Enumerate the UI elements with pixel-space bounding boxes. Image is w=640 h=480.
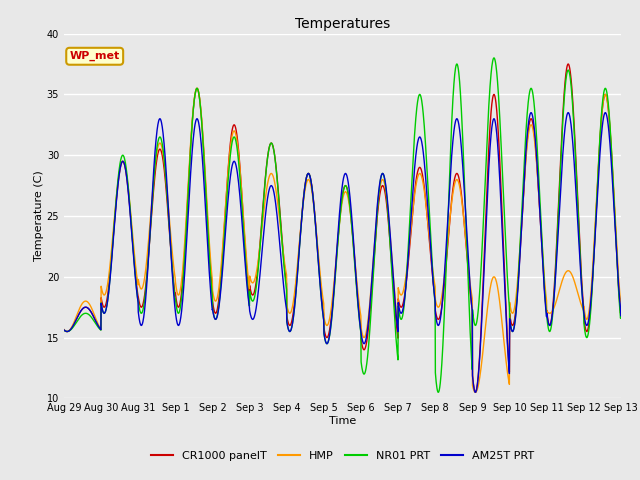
HMP bbox=[216, 280, 223, 286]
NR01 PRT bbox=[216, 299, 223, 305]
AM25T PRT bbox=[472, 389, 479, 395]
HMP bbox=[568, 272, 576, 278]
NR01 PRT bbox=[505, 294, 513, 300]
NR01 PRT bbox=[490, 55, 498, 61]
HMP bbox=[371, 237, 379, 242]
HMP bbox=[359, 333, 367, 338]
Line: HMP: HMP bbox=[64, 88, 621, 392]
HMP bbox=[472, 389, 479, 395]
NR01 PRT bbox=[584, 334, 591, 339]
Line: NR01 PRT: NR01 PRT bbox=[64, 58, 621, 392]
Title: Temperatures: Temperatures bbox=[295, 17, 390, 31]
CR1000 panelT bbox=[584, 328, 591, 334]
CR1000 panelT bbox=[472, 389, 479, 395]
AM25T PRT bbox=[568, 129, 575, 135]
Y-axis label: Temperature (C): Temperature (C) bbox=[34, 170, 44, 262]
CR1000 panelT bbox=[60, 327, 68, 333]
Line: AM25T PRT: AM25T PRT bbox=[64, 113, 621, 392]
CR1000 panelT bbox=[358, 344, 366, 349]
X-axis label: Time: Time bbox=[329, 416, 356, 426]
Line: CR1000 panelT: CR1000 panelT bbox=[64, 64, 621, 392]
NR01 PRT bbox=[435, 389, 442, 395]
HMP bbox=[584, 315, 591, 321]
AM25T PRT bbox=[358, 337, 366, 343]
CR1000 panelT bbox=[216, 293, 223, 299]
HMP bbox=[193, 85, 201, 91]
AM25T PRT bbox=[371, 239, 378, 244]
CR1000 panelT bbox=[504, 354, 512, 360]
AM25T PRT bbox=[602, 110, 609, 116]
HMP bbox=[60, 326, 68, 332]
AM25T PRT bbox=[216, 301, 223, 307]
NR01 PRT bbox=[371, 251, 378, 257]
AM25T PRT bbox=[617, 313, 625, 319]
HMP bbox=[505, 377, 513, 383]
AM25T PRT bbox=[584, 322, 591, 328]
HMP bbox=[617, 296, 625, 302]
Legend: CR1000 panelT, HMP, NR01 PRT, AM25T PRT: CR1000 panelT, HMP, NR01 PRT, AM25T PRT bbox=[146, 447, 539, 466]
AM25T PRT bbox=[60, 327, 68, 333]
Text: WP_met: WP_met bbox=[70, 51, 120, 61]
CR1000 panelT bbox=[371, 249, 378, 254]
CR1000 panelT bbox=[617, 308, 625, 313]
CR1000 panelT bbox=[568, 88, 576, 94]
NR01 PRT bbox=[60, 327, 68, 333]
CR1000 panelT bbox=[564, 61, 572, 67]
NR01 PRT bbox=[617, 312, 625, 318]
NR01 PRT bbox=[568, 94, 576, 100]
NR01 PRT bbox=[358, 367, 366, 373]
AM25T PRT bbox=[504, 357, 512, 362]
